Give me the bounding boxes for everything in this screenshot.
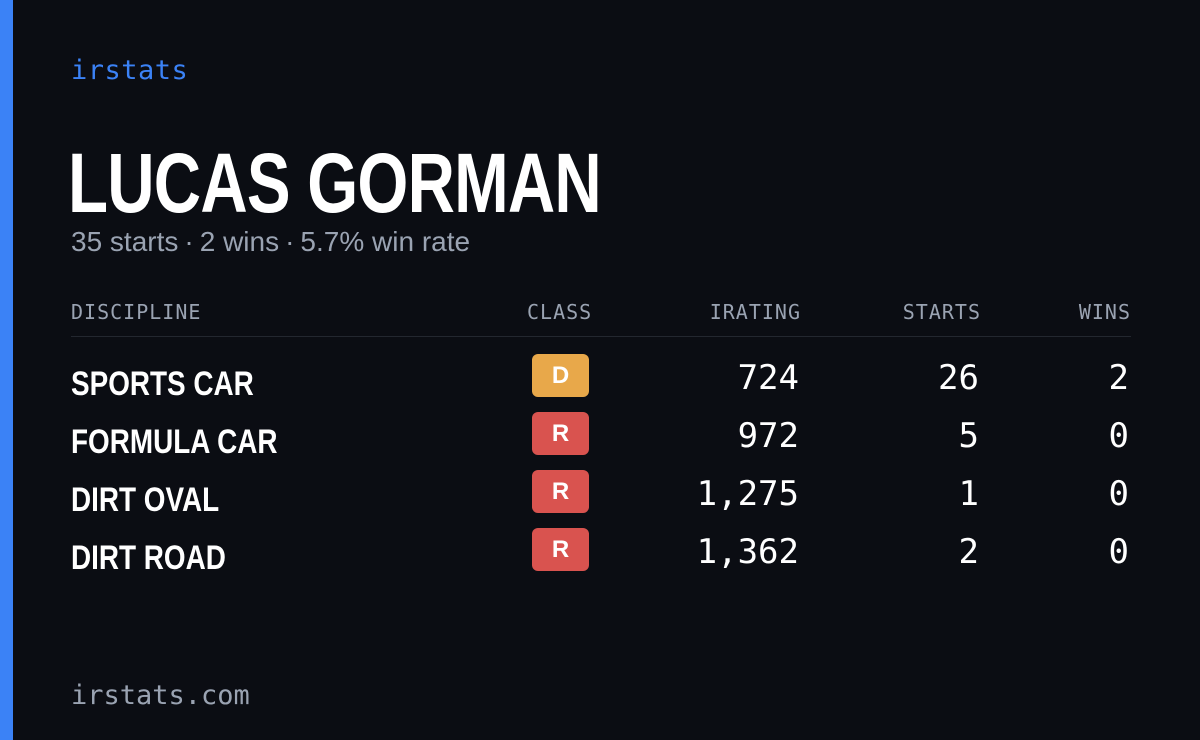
brand-logo-text: irstats (71, 55, 189, 86)
class-badge: R (532, 528, 589, 571)
header-irating: IRATING (709, 300, 801, 324)
starts-value: 1 (958, 474, 979, 514)
header-discipline: DISCIPLINE (71, 300, 202, 324)
discipline-name: DIRT ROAD (71, 539, 226, 577)
starts-value: 2 (958, 532, 979, 572)
wins-value: 0 (1108, 474, 1129, 514)
header-wins: WINS (1078, 300, 1131, 324)
class-badge: D (532, 354, 589, 397)
summary-separator: · (285, 226, 295, 257)
table-row: FORMULA CAR R 972 5 0 (71, 410, 1131, 468)
win-rate-summary: 5.7% win rate (300, 226, 471, 257)
starts-value: 5 (958, 416, 979, 456)
driver-name: LUCAS GORMAN (68, 136, 602, 230)
table-header: DISCIPLINE CLASS IRATING STARTS WINS (71, 300, 1131, 337)
wins-summary: 2 wins (199, 226, 280, 257)
wins-value: 2 (1108, 358, 1129, 398)
discipline-name: DIRT OVAL (71, 481, 220, 519)
discipline-name: FORMULA CAR (71, 423, 278, 461)
irating-value: 724 (737, 358, 799, 398)
irating-value: 1,362 (696, 532, 799, 572)
irating-value: 1,275 (696, 474, 799, 514)
starts-summary: 35 starts (71, 226, 179, 257)
discipline-table: SPORTS CAR D 724 26 2 FORMULA CAR R 972 … (71, 352, 1131, 584)
wins-value: 0 (1108, 532, 1129, 572)
footer-site-link[interactable]: irstats.com (71, 680, 250, 711)
class-badge: R (532, 412, 589, 455)
table-row: DIRT ROAD R 1,362 2 0 (71, 526, 1131, 584)
summary-separator: · (184, 226, 194, 257)
header-starts: STARTS (902, 300, 981, 324)
starts-value: 26 (938, 358, 979, 398)
accent-bar (0, 0, 13, 740)
discipline-name: SPORTS CAR (71, 365, 254, 403)
irating-value: 972 (737, 416, 799, 456)
header-class: CLASS (527, 300, 593, 324)
wins-value: 0 (1108, 416, 1129, 456)
table-row: DIRT OVAL R 1,275 1 0 (71, 468, 1131, 526)
table-row: SPORTS CAR D 724 26 2 (71, 352, 1131, 410)
class-badge: R (532, 470, 589, 513)
driver-summary: 35 starts · 2 wins · 5.7% win rate (71, 226, 470, 258)
